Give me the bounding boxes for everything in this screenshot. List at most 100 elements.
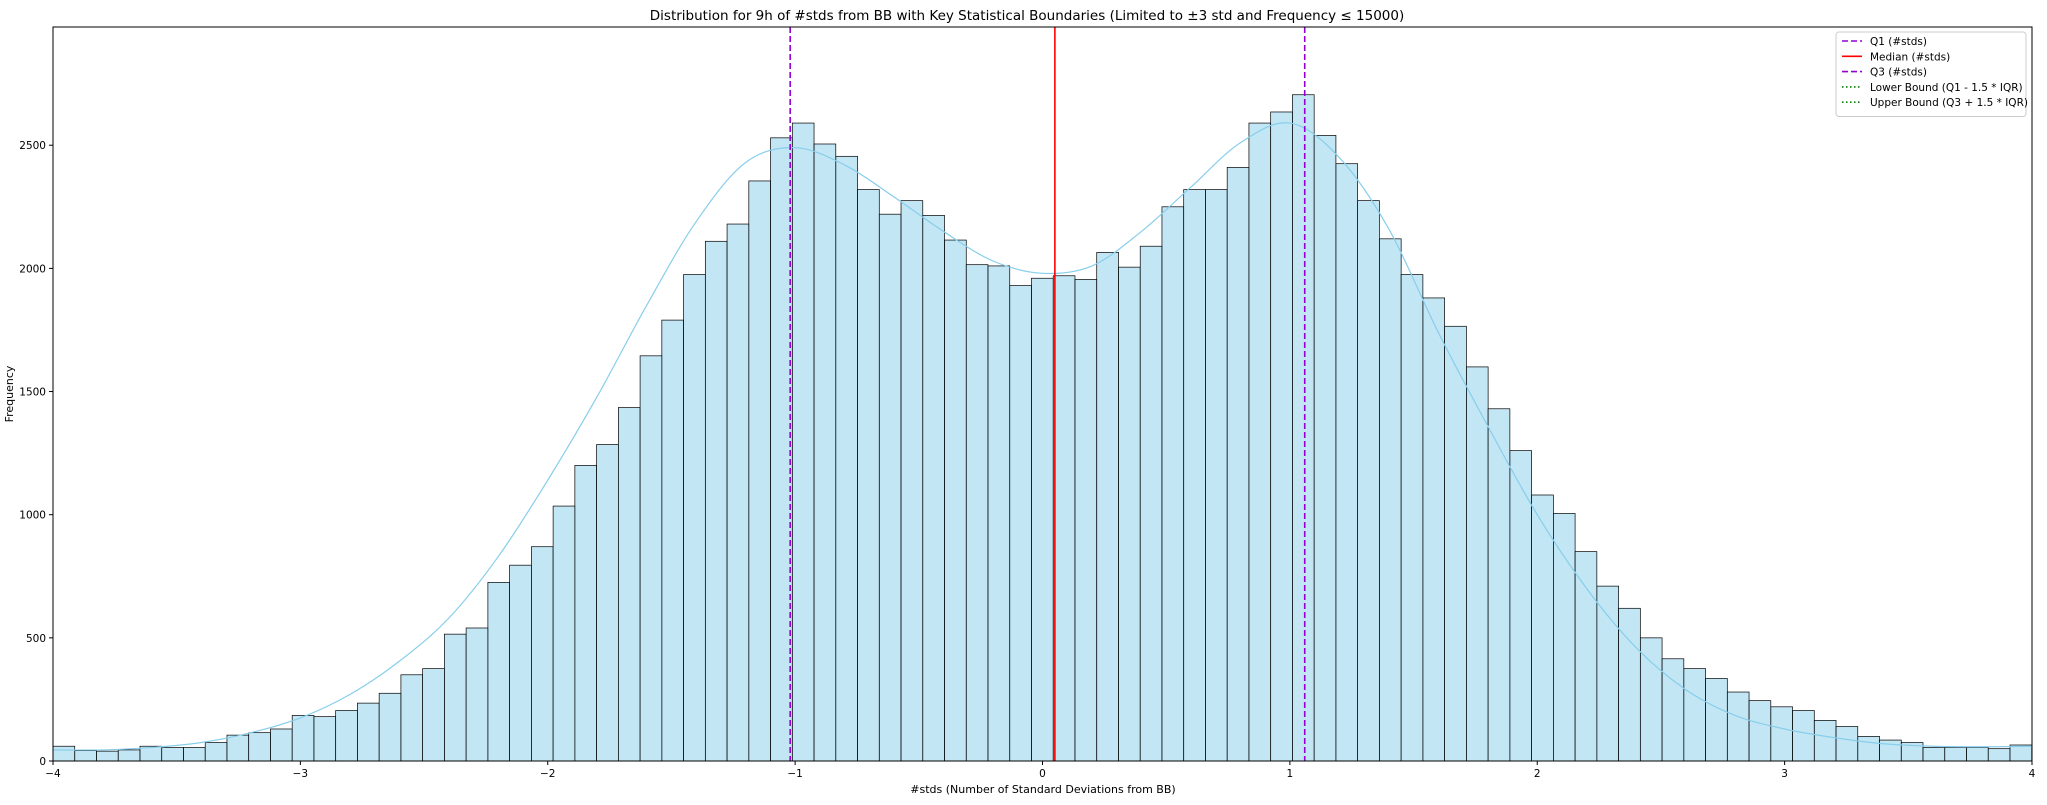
histogram-bar	[444, 633, 467, 762]
histogram-bar	[1118, 266, 1141, 762]
y-tick-label: 500	[26, 633, 46, 645]
histogram-bar	[1270, 111, 1293, 762]
histogram-bar	[1335, 163, 1359, 762]
histogram-bar	[965, 264, 989, 762]
histogram-bar	[704, 240, 728, 762]
histogram-bar	[1444, 325, 1467, 762]
histogram-bar	[748, 180, 771, 762]
histogram-bar	[509, 564, 532, 762]
chart-legend: Q1 (#stds) Median (#stds) Q3 (#stds) Lower …	[1835, 31, 2028, 117]
histogram-bar	[335, 710, 358, 762]
histogram-bar	[813, 143, 837, 762]
x-axis-ticks: −4 −3 −2 −1 0 1 2 3 4	[45, 761, 2036, 780]
histogram-bar	[683, 274, 706, 762]
histogram-bar	[400, 674, 424, 762]
histogram-bar	[1052, 275, 1076, 762]
histogram-bar	[204, 742, 228, 762]
histogram-bar	[291, 715, 315, 762]
kde-curve	[52, 122, 2033, 751]
histogram-bar	[52, 745, 76, 762]
histogram-bar	[1574, 551, 1598, 762]
histogram-bar	[1944, 747, 1967, 762]
histogram-bar	[1161, 206, 1185, 762]
histogram-bar	[791, 122, 815, 762]
histogram-bar	[96, 750, 119, 762]
histogram-bar	[1835, 726, 1859, 762]
histogram-bar	[248, 732, 271, 762]
x-tick-label: 4	[2029, 768, 2036, 780]
y-axis-ticks: 0 500 1000 1500 2000 2500	[19, 140, 53, 768]
histogram-bar	[1596, 585, 1619, 762]
histogram-bar	[944, 239, 967, 762]
histogram-bar	[1966, 747, 1989, 762]
histogram-bar	[1205, 189, 1228, 762]
histogram-bar	[1813, 720, 1837, 762]
histogram-bar	[1096, 252, 1119, 762]
histogram-bar	[1748, 700, 1772, 762]
x-tick-label: 3	[1781, 768, 1788, 780]
histogram-bar	[618, 407, 641, 762]
legend-label: Lower Bound (Q1 - 1.5 * IQR)	[1870, 82, 2023, 94]
histogram-bar	[487, 582, 510, 762]
legend-label: Upper Bound (Q3 + 1.5 * IQR)	[1870, 97, 2028, 109]
legend-label: Q3 (#stds)	[1870, 67, 1927, 79]
histogram-bar	[574, 465, 597, 762]
histogram-bar	[1639, 637, 1663, 762]
legend-label: Q1 (#stds)	[1870, 36, 1927, 48]
x-tick-label: 2	[1534, 768, 1541, 780]
histogram-bar	[117, 749, 141, 762]
histogram-bar	[878, 213, 902, 762]
histogram-bar	[161, 747, 184, 762]
histogram-bar	[226, 734, 250, 762]
y-tick-label: 0	[39, 756, 46, 768]
histogram-bar	[1509, 450, 1532, 762]
histogram-bar	[1009, 285, 1032, 762]
y-tick-label: 2000	[19, 263, 46, 275]
histogram-bar	[639, 355, 663, 762]
histogram-bar	[661, 319, 684, 762]
histogram-bar	[183, 747, 206, 762]
histogram-bar	[900, 200, 924, 762]
histogram-bars	[52, 94, 2033, 762]
histogram-bar	[857, 189, 880, 762]
histogram-bar	[1683, 668, 1706, 762]
histogram-bar	[1400, 274, 1424, 762]
x-tick-label: −3	[293, 768, 308, 780]
histogram-bar	[1422, 297, 1445, 762]
y-axis-label: Frequency	[3, 365, 16, 422]
histogram-bar	[1466, 366, 1489, 762]
histogram-bar	[1139, 245, 1163, 762]
histogram-bar	[1031, 277, 1054, 762]
histogram-bar	[1987, 748, 2011, 762]
histogram-bar	[835, 155, 858, 762]
y-tick-label: 2500	[19, 140, 46, 152]
histogram-bar	[1379, 238, 1402, 762]
chart-title: Distribution for 9h of #stds from BB wit…	[650, 8, 1404, 24]
x-tick-label: −4	[45, 768, 61, 780]
histogram-bar	[1792, 710, 1815, 762]
histogram-bar	[313, 716, 337, 762]
x-tick-label: −1	[787, 768, 802, 780]
histogram-bar	[596, 444, 619, 762]
histogram-bar	[1248, 122, 1272, 762]
histogram-bar	[1618, 607, 1641, 762]
histogram-bar	[2009, 744, 2033, 762]
histogram-bar	[1074, 279, 1098, 762]
histogram-bar	[74, 750, 97, 762]
legend-box	[1835, 31, 2027, 117]
histogram-bar	[1770, 706, 1793, 762]
histogram-bar	[357, 702, 380, 762]
histogram-bar	[1292, 94, 1315, 762]
y-tick-label: 1000	[19, 510, 46, 522]
histogram-bar	[1705, 678, 1728, 762]
statistic-lines	[789, 27, 1306, 761]
histogram-bar	[270, 728, 293, 762]
histogram-bar	[1922, 747, 1946, 762]
histogram-bar	[1857, 736, 1880, 762]
histogram-bar	[1357, 200, 1380, 762]
x-tick-label: −2	[540, 768, 555, 780]
histogram-bar	[922, 215, 945, 762]
x-tick-label: 0	[1039, 768, 1046, 780]
histogram-bar	[531, 546, 554, 762]
